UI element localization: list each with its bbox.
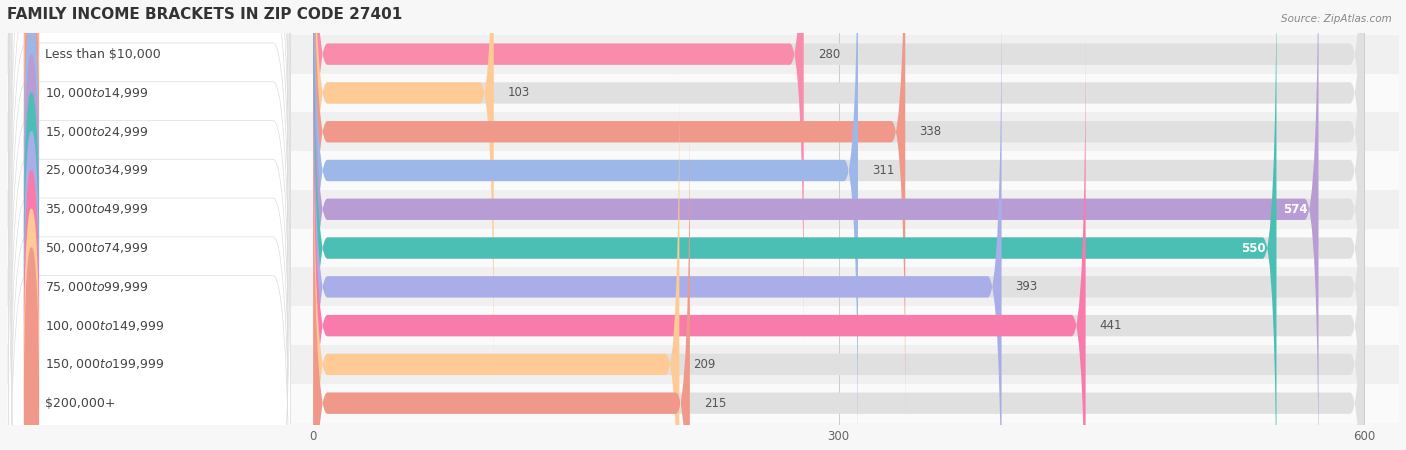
Text: $75,000 to $99,999: $75,000 to $99,999 bbox=[45, 280, 149, 294]
Text: $100,000 to $149,999: $100,000 to $149,999 bbox=[45, 319, 165, 333]
FancyBboxPatch shape bbox=[314, 0, 1001, 450]
FancyBboxPatch shape bbox=[7, 345, 1399, 384]
Text: 441: 441 bbox=[1099, 319, 1122, 332]
Text: $150,000 to $199,999: $150,000 to $199,999 bbox=[45, 357, 165, 371]
Text: 393: 393 bbox=[1015, 280, 1038, 293]
FancyBboxPatch shape bbox=[314, 26, 1364, 450]
FancyBboxPatch shape bbox=[7, 229, 1399, 267]
FancyBboxPatch shape bbox=[314, 0, 804, 354]
FancyBboxPatch shape bbox=[8, 65, 291, 450]
Circle shape bbox=[24, 209, 38, 450]
FancyBboxPatch shape bbox=[314, 65, 679, 450]
Text: 311: 311 bbox=[872, 164, 894, 177]
FancyBboxPatch shape bbox=[8, 0, 291, 353]
Text: $15,000 to $24,999: $15,000 to $24,999 bbox=[45, 125, 149, 139]
Text: FAMILY INCOME BRACKETS IN ZIP CODE 27401: FAMILY INCOME BRACKETS IN ZIP CODE 27401 bbox=[7, 7, 402, 22]
Text: $35,000 to $49,999: $35,000 to $49,999 bbox=[45, 202, 149, 216]
Circle shape bbox=[24, 248, 38, 450]
FancyBboxPatch shape bbox=[314, 0, 1364, 450]
FancyBboxPatch shape bbox=[8, 0, 291, 431]
FancyBboxPatch shape bbox=[314, 0, 494, 392]
FancyBboxPatch shape bbox=[7, 190, 1399, 229]
FancyBboxPatch shape bbox=[8, 104, 291, 450]
Text: 209: 209 bbox=[693, 358, 716, 371]
FancyBboxPatch shape bbox=[314, 0, 1364, 450]
Circle shape bbox=[24, 132, 38, 442]
Text: $25,000 to $34,999: $25,000 to $34,999 bbox=[45, 163, 149, 177]
Circle shape bbox=[24, 0, 38, 248]
FancyBboxPatch shape bbox=[7, 306, 1399, 345]
Text: 280: 280 bbox=[818, 48, 839, 61]
Circle shape bbox=[24, 93, 38, 403]
FancyBboxPatch shape bbox=[314, 0, 858, 450]
Circle shape bbox=[24, 0, 38, 209]
FancyBboxPatch shape bbox=[314, 0, 1364, 354]
Text: 550: 550 bbox=[1241, 242, 1265, 255]
FancyBboxPatch shape bbox=[314, 104, 690, 450]
Text: 103: 103 bbox=[508, 86, 530, 99]
Text: $50,000 to $74,999: $50,000 to $74,999 bbox=[45, 241, 149, 255]
Text: Source: ZipAtlas.com: Source: ZipAtlas.com bbox=[1281, 14, 1392, 23]
FancyBboxPatch shape bbox=[314, 0, 1364, 431]
FancyBboxPatch shape bbox=[7, 267, 1399, 306]
Circle shape bbox=[24, 15, 38, 326]
Text: 338: 338 bbox=[920, 125, 942, 138]
Circle shape bbox=[24, 54, 38, 364]
FancyBboxPatch shape bbox=[8, 143, 291, 450]
FancyBboxPatch shape bbox=[7, 112, 1399, 151]
Text: $200,000+: $200,000+ bbox=[45, 396, 115, 410]
FancyBboxPatch shape bbox=[314, 0, 1364, 450]
FancyBboxPatch shape bbox=[314, 0, 1364, 392]
FancyBboxPatch shape bbox=[8, 0, 291, 392]
FancyBboxPatch shape bbox=[314, 104, 1364, 450]
FancyBboxPatch shape bbox=[8, 27, 291, 450]
FancyBboxPatch shape bbox=[8, 0, 291, 315]
FancyBboxPatch shape bbox=[314, 0, 1364, 450]
FancyBboxPatch shape bbox=[314, 26, 1085, 450]
FancyBboxPatch shape bbox=[314, 65, 1364, 450]
FancyBboxPatch shape bbox=[8, 0, 291, 450]
FancyBboxPatch shape bbox=[7, 384, 1399, 423]
Text: 215: 215 bbox=[704, 396, 727, 410]
FancyBboxPatch shape bbox=[7, 73, 1399, 112]
Circle shape bbox=[24, 0, 38, 287]
FancyBboxPatch shape bbox=[314, 0, 1319, 450]
Text: 574: 574 bbox=[1284, 203, 1308, 216]
Text: $10,000 to $14,999: $10,000 to $14,999 bbox=[45, 86, 149, 100]
FancyBboxPatch shape bbox=[7, 35, 1399, 73]
FancyBboxPatch shape bbox=[8, 0, 291, 450]
Text: Less than $10,000: Less than $10,000 bbox=[45, 48, 162, 61]
FancyBboxPatch shape bbox=[7, 151, 1399, 190]
FancyBboxPatch shape bbox=[314, 0, 905, 431]
Circle shape bbox=[24, 171, 38, 450]
FancyBboxPatch shape bbox=[314, 0, 1277, 450]
